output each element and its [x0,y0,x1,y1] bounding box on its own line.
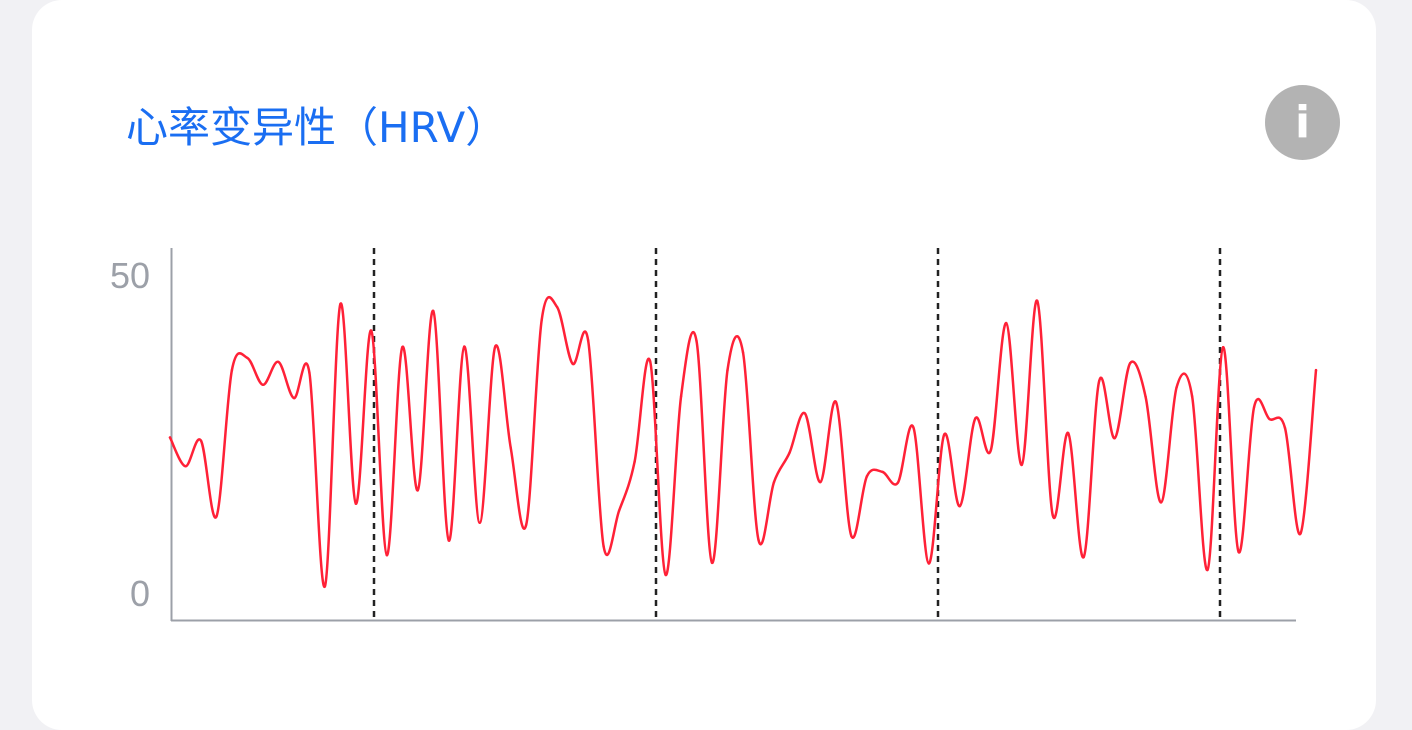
data-point [834,400,838,404]
data-point [710,561,714,564]
data-point [1206,568,1209,571]
data-point [323,585,327,588]
data-point [865,475,869,478]
data-point [385,554,388,557]
data-point [339,302,342,306]
data-point [617,509,621,512]
data-point [757,538,760,542]
data-point [912,426,915,429]
data-point [726,368,729,372]
data-point [679,395,683,398]
data-point [695,339,698,343]
data-point [1036,299,1039,302]
data-point [215,515,218,518]
data-point [1098,379,1101,383]
data-point [819,480,822,484]
data-point [664,573,667,577]
data-point [788,451,791,454]
hrv-card: 心率变异性（HRV） i [32,0,1376,730]
data-point [602,545,605,548]
data-point [772,480,776,484]
data-point [432,309,435,313]
data-point [354,502,357,505]
y-tick-label: 50 [109,255,150,296]
data-point [401,346,404,349]
data-point [556,306,559,309]
data-point [1237,550,1240,554]
data-point [494,345,497,348]
data-point [989,449,992,452]
data-point [850,534,853,538]
data-point [1283,426,1287,430]
data-point [586,339,590,342]
data-point [896,481,900,484]
data-point [277,360,280,364]
data-point [478,521,481,524]
data-point [1082,555,1085,559]
data-point [1005,321,1008,325]
data-point [463,345,466,348]
data-point [292,396,296,400]
y-tick-label: 0 [129,573,150,614]
data-point [881,470,884,474]
data-point [633,460,636,463]
data-point [943,433,946,436]
hrv-chart [168,248,1318,622]
series-line [168,295,1318,588]
data-point [308,371,311,374]
data-point [416,489,419,492]
data-point [1020,463,1023,467]
data-point [1314,368,1318,372]
data-point [230,368,234,372]
data-point [1051,513,1054,517]
data-point [1299,532,1302,535]
data-point [974,417,977,420]
data-point [571,362,574,365]
data-point [261,383,265,386]
data-point [958,505,961,508]
card-title: 心率变异性（HRV） [126,103,508,152]
data-point [1144,395,1147,398]
data-point [1268,417,1271,421]
data-point [803,412,807,415]
data-point [741,351,745,354]
data-point [1175,386,1178,389]
data-point [168,436,172,439]
data-point [1252,405,1256,409]
data-point [1067,431,1070,435]
data-point [525,523,528,526]
data-point [184,465,187,468]
data-point [370,329,373,332]
data-point [540,318,543,322]
data-point [1221,346,1225,349]
data-point [927,562,930,565]
data-point [1113,437,1116,440]
data-point [1190,395,1194,398]
data-point [648,360,652,363]
data-point [1159,501,1163,504]
data-point [199,439,203,442]
info-icon[interactable]: i [1265,85,1340,160]
data-point [509,446,512,449]
data-points [168,299,1318,588]
segment-dividers [372,248,1222,620]
data-point [246,356,249,360]
data-point [447,539,450,542]
data-point [1129,361,1132,365]
